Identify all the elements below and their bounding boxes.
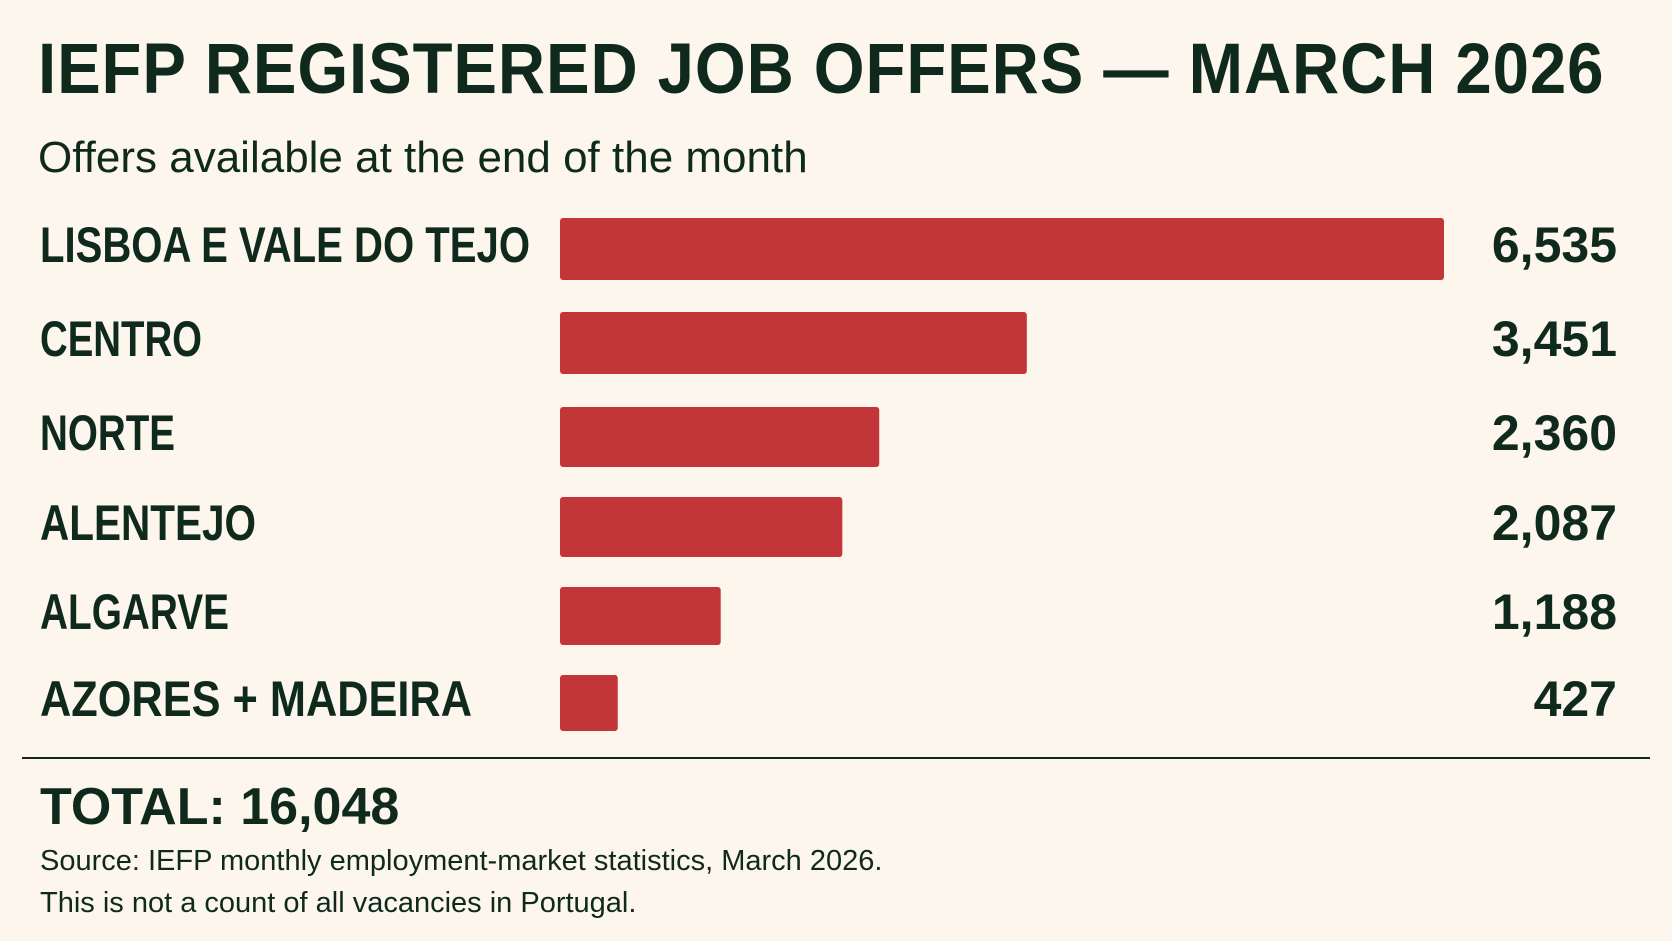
category-label: ALENTEJO (40, 495, 256, 551)
bar (560, 407, 880, 467)
value-label: 427 (1534, 671, 1617, 727)
category-label: AZORES + MADEIRA (40, 671, 472, 727)
bar (560, 587, 721, 645)
chart-subtitle: Offers available at the end of the month (38, 133, 808, 182)
bar (560, 497, 843, 557)
category-label: NORTE (40, 405, 175, 461)
bar (560, 312, 1027, 374)
disclaimer-note: This is not a count of all vacancies in … (40, 887, 637, 919)
bar (560, 218, 1444, 280)
category-label: LISBOA E VALE DO TEJO (40, 217, 530, 273)
value-label: 1,188 (1492, 584, 1617, 640)
category-label: CENTRO (40, 311, 202, 367)
bars-layer: LISBOA E VALE DO TEJO 6,535 CENTRO 3,451 NOR… (40, 217, 1617, 731)
source-note: Source: IEFP monthly employment-market s… (40, 845, 883, 877)
divider-rule (22, 757, 1650, 759)
chart-title: IEFP REGISTERED JOB OFFERS — MARCH 2026 (38, 30, 1605, 109)
bar (560, 675, 618, 731)
value-label: 6,535 (1492, 217, 1617, 273)
value-label: 2,360 (1492, 405, 1617, 461)
total-label: TOTAL: 16,048 (40, 778, 400, 836)
category-label: ALGARVE (40, 584, 229, 640)
value-label: 2,087 (1492, 495, 1617, 551)
value-label: 3,451 (1492, 311, 1617, 367)
bar-chart: LISBOA E VALE DO TEJO 6,535 CENTRO 3,451 NOR… (40, 217, 1617, 731)
